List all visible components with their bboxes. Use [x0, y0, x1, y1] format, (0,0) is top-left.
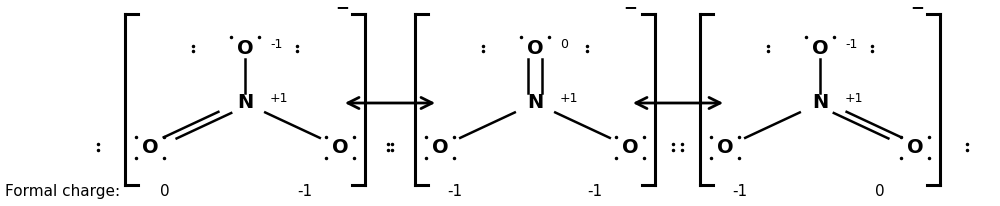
Text: O: O	[622, 138, 638, 157]
Text: O: O	[527, 39, 543, 58]
Text: 0: 0	[160, 184, 170, 199]
Text: N: N	[527, 94, 543, 112]
Text: −: −	[623, 0, 637, 16]
Text: -1: -1	[297, 184, 313, 199]
Text: -1: -1	[845, 38, 857, 51]
Text: O: O	[907, 138, 923, 157]
Text: -1: -1	[587, 184, 603, 199]
Text: -1: -1	[732, 184, 748, 199]
Text: −: −	[335, 0, 349, 16]
Text: O: O	[142, 138, 158, 157]
Text: O: O	[332, 138, 348, 157]
Text: -1: -1	[447, 184, 463, 199]
Text: +1: +1	[270, 92, 288, 105]
Text: Formal charge:: Formal charge:	[5, 184, 120, 199]
Text: O: O	[812, 39, 828, 58]
Text: O: O	[237, 39, 253, 58]
Text: +1: +1	[845, 92, 864, 105]
Text: O: O	[717, 138, 733, 157]
Text: −: −	[910, 0, 924, 16]
Text: O: O	[432, 138, 448, 157]
Text: 0: 0	[875, 184, 885, 199]
Text: -1: -1	[270, 38, 282, 51]
Text: N: N	[812, 94, 828, 112]
Text: 0: 0	[560, 38, 568, 51]
Text: +1: +1	[560, 92, 578, 105]
Text: N: N	[237, 94, 253, 112]
